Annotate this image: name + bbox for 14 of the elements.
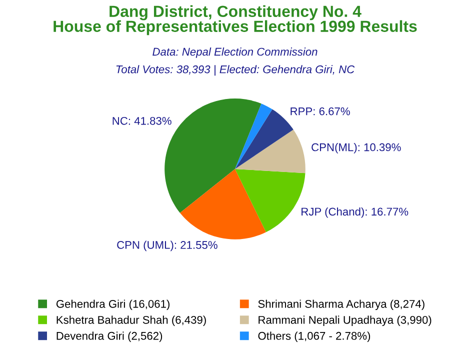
text: Total Votes: 38,393 | Elected: Gehendra Giri, NC [116,65,355,76]
data-label: NC: 41.83% [112,116,172,125]
legend-label: Devendra Giri (2,562) [56,332,162,342]
chart-subtitle: Data: Nepal Election Commission [152,48,318,58]
legend-label: Gehendra Giri (16,061) [56,300,170,310]
data-label: CPN(ML): 10.39% [312,143,401,154]
data-label: RPP: 6.67% [290,107,350,116]
chart-title: Dang District, Constituency No. 4 House of Representatives Election 1999 Results [54,5,417,36]
data-label: RJP (Chand): 16.77% [302,207,408,218]
legend-label: Others (1,067 - 2.78%) [258,332,370,342]
data-label: CPN (UML): 21.55% [117,240,218,252]
legend-label: Rammani Nepali Upadhaya (3,990) [258,316,432,326]
legend-label: Kshetra Bahadur Shah (6,439) [56,316,206,326]
legend-label: Shrimani Sharma Acharya (8,274) [258,300,424,310]
